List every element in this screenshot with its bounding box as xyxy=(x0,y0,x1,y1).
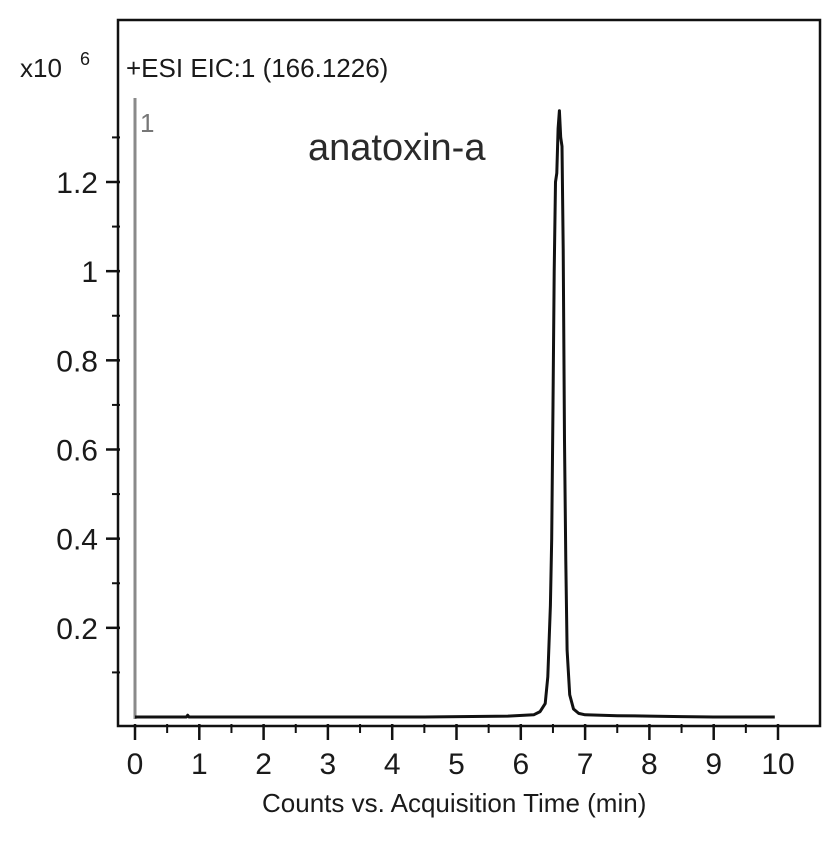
x-tick-label: 8 xyxy=(641,748,658,781)
y-tick-label: 1.2 xyxy=(56,167,98,200)
y-tick-label: 0.8 xyxy=(56,345,98,378)
y-tick-label: 0.6 xyxy=(56,435,98,468)
x-tick-label: 0 xyxy=(127,748,144,781)
x-tick-label: 2 xyxy=(255,748,272,781)
x-tick-label: 1 xyxy=(191,748,208,781)
x-tick-label: 9 xyxy=(705,748,722,781)
y-multiplier-exponent: 6 xyxy=(80,49,90,69)
y-tick-label: 1 xyxy=(81,256,98,289)
plot-frame xyxy=(116,18,822,728)
x-tick-label: 4 xyxy=(384,748,401,781)
y-tick-label: 0.4 xyxy=(56,524,98,557)
compound-annotation: anatoxin-a xyxy=(308,127,486,169)
y-tick-label: 0.2 xyxy=(56,613,98,646)
axes-group: 0 1 2 3 4 5 6 7 8 9 10 0.2 0.4 0.6 0.8 1 1.2 xyxy=(56,98,795,781)
x-tick-label: 7 xyxy=(577,748,594,781)
eic-trace-line xyxy=(135,109,775,719)
y-multiplier: x10 xyxy=(20,53,62,83)
trace-label: 1 xyxy=(140,108,154,138)
x-tick-label: 6 xyxy=(512,748,529,781)
header-text: +ESI EIC:1 (166.1226) xyxy=(126,53,388,83)
x-axis-title: Counts vs. Acquisition Time (min) xyxy=(262,788,646,818)
x-tick-label: 10 xyxy=(761,748,794,781)
x-tick-label: 3 xyxy=(320,748,337,781)
x-tick-label: 5 xyxy=(448,748,465,781)
trace-group xyxy=(135,109,775,719)
